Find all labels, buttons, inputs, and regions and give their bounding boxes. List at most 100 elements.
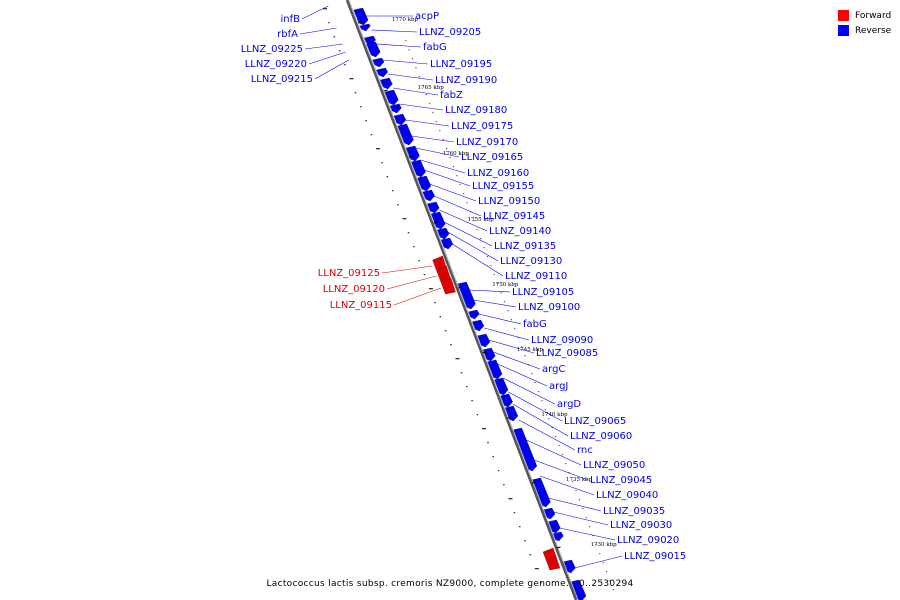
- gene-label[interactable]: LLNZ_09150: [478, 196, 540, 207]
- gene-block-reverse[interactable]: [411, 159, 426, 178]
- tick-label: 1770 kbp: [392, 17, 419, 23]
- gene-label[interactable]: LLNZ_09105: [512, 287, 574, 298]
- gene-label[interactable]: LLNZ_09065: [564, 416, 626, 427]
- gene-label[interactable]: fabZ: [440, 90, 463, 101]
- leader-line: [439, 209, 488, 232]
- gene-block-reverse[interactable]: [389, 103, 402, 114]
- track-dot: [445, 148, 448, 150]
- leader-line: [553, 511, 609, 526]
- gene-label[interactable]: LLNZ_09205: [419, 27, 481, 38]
- gene-label[interactable]: argC: [542, 364, 565, 375]
- tick-label: 1765 kbp: [418, 85, 445, 91]
- leader-line: [559, 527, 616, 541]
- gene-label[interactable]: argJ: [549, 381, 568, 392]
- track-dot: [344, 64, 346, 66]
- gene-block-reverse[interactable]: [376, 67, 388, 78]
- gene-block-reverse[interactable]: [422, 189, 435, 202]
- gene-label[interactable]: LLNZ_09170: [456, 137, 518, 148]
- gene-label[interactable]: LLNZ_09215: [251, 74, 313, 85]
- track-dot: [428, 288, 433, 290]
- gene-label[interactable]: LLNZ_09015: [624, 551, 686, 562]
- track-dot: [413, 246, 415, 248]
- track-dot: [519, 526, 521, 528]
- gene-block-reverse[interactable]: [397, 123, 414, 146]
- leader-line: [405, 119, 450, 127]
- track-dot: [510, 319, 512, 321]
- gene-block-reverse[interactable]: [417, 175, 432, 192]
- gene-label[interactable]: LLNZ_09035: [603, 506, 665, 517]
- track-dot: [544, 409, 546, 411]
- tick-label: 1750 kbp: [492, 282, 519, 288]
- gene-label[interactable]: acpP: [415, 11, 439, 22]
- gene-block-reverse[interactable]: [379, 77, 393, 90]
- leader-line: [539, 475, 595, 496]
- gene-label[interactable]: LLNZ_09160: [467, 168, 529, 179]
- gene-label-forward[interactable]: LLNZ_09125: [318, 268, 380, 279]
- gene-label[interactable]: argD: [557, 399, 581, 410]
- track-dot: [565, 463, 567, 465]
- gene-label[interactable]: LLNZ_09165: [461, 152, 523, 163]
- gene-label-forward[interactable]: LLNZ_09115: [330, 300, 392, 311]
- gene-label[interactable]: infB: [281, 14, 301, 25]
- track-dot: [558, 445, 560, 447]
- track-dot: [471, 400, 473, 402]
- leader-line: [508, 391, 563, 422]
- gene-label[interactable]: rbfA: [277, 29, 298, 40]
- gene-block-reverse[interactable]: [384, 89, 399, 106]
- gene-label[interactable]: LLNZ_09100: [518, 302, 580, 313]
- gene-block-forward[interactable]: [440, 277, 456, 295]
- track-dot: [568, 472, 570, 474]
- gene-label[interactable]: LLNZ_09135: [494, 241, 556, 252]
- backbone-shadow: [348, 0, 579, 600]
- gene-label[interactable]: LLNZ_09090: [531, 335, 593, 346]
- gene-label[interactable]: LLNZ_09155: [472, 181, 534, 192]
- gene-label[interactable]: LLNZ_09060: [570, 431, 632, 442]
- gene-label[interactable]: LLNZ_09220: [245, 59, 307, 70]
- leader-line: [382, 59, 429, 65]
- gene-label[interactable]: LLNZ_09180: [445, 105, 507, 116]
- track-dot: [432, 112, 434, 114]
- gene-block-reverse[interactable]: [372, 57, 385, 68]
- gene-label[interactable]: LLNZ_09195: [430, 59, 492, 70]
- gene-label[interactable]: fabG: [423, 42, 447, 53]
- track-dot: [480, 238, 482, 240]
- gene-block-reverse[interactable]: [562, 559, 576, 574]
- track-dot: [338, 50, 341, 52]
- gene-label[interactable]: LLNZ_09085: [536, 348, 598, 359]
- gene-label[interactable]: LLNZ_09140: [489, 226, 551, 237]
- gene-label-forward[interactable]: LLNZ_09120: [323, 284, 385, 295]
- gene-block-reverse[interactable]: [353, 7, 369, 26]
- legend-label-reverse: Reverse: [855, 25, 892, 36]
- gene-label[interactable]: rnc: [577, 445, 593, 456]
- gene-label[interactable]: LLNZ_09045: [590, 475, 652, 486]
- gene-block-forward[interactable]: [542, 547, 561, 571]
- track-dot: [531, 373, 533, 375]
- gene-label[interactable]: LLNZ_09130: [500, 256, 562, 267]
- tick-mark: [433, 221, 438, 224]
- track-dot: [415, 67, 417, 69]
- gene-label[interactable]: LLNZ_09175: [451, 121, 513, 132]
- leader-line: [420, 159, 466, 174]
- gene-label[interactable]: LLNZ_09225: [241, 44, 303, 55]
- gene-label[interactable]: LLNZ_09040: [596, 490, 658, 501]
- gene-label[interactable]: LLNZ_09030: [610, 520, 672, 531]
- gene-block-reverse[interactable]: [426, 201, 440, 214]
- gene-label[interactable]: LLNZ_09110: [505, 271, 567, 282]
- track-dot: [405, 40, 407, 42]
- gene-label[interactable]: LLNZ_09145: [483, 211, 545, 222]
- gene-block-reverse[interactable]: [430, 211, 446, 230]
- gene-block-reverse[interactable]: [366, 41, 381, 58]
- track-dot: [463, 193, 465, 195]
- leader-line: [376, 43, 422, 48]
- track-dot: [486, 256, 489, 258]
- gene-label[interactable]: LLNZ_09050: [583, 460, 645, 471]
- track-dot: [456, 175, 458, 177]
- gene-label[interactable]: LLNZ_09190: [435, 75, 497, 86]
- gene-block-reverse[interactable]: [359, 23, 371, 32]
- track-dot: [391, 190, 394, 192]
- gene-label[interactable]: LLNZ_09020: [617, 535, 679, 546]
- gene-label[interactable]: fabG: [523, 319, 547, 330]
- leader-line: [301, 5, 329, 20]
- gene-block-reverse[interactable]: [393, 113, 407, 126]
- track-dot: [425, 94, 427, 96]
